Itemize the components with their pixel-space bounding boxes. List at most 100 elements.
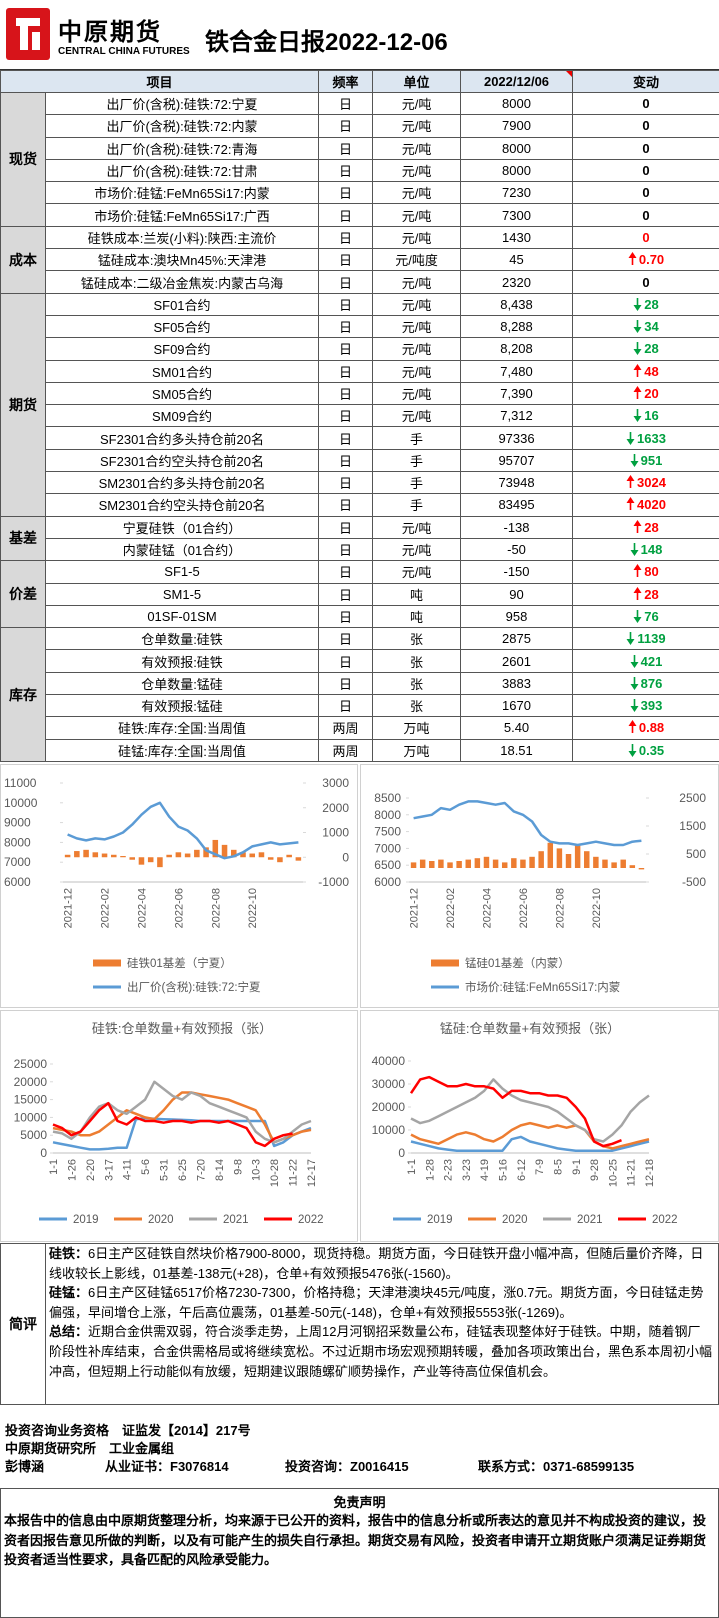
freq-cell: 日 [318,582,374,606]
change-value: 28 [644,341,659,357]
item-cell: 锰硅成本:澳块Mn45%:天津港 [44,248,320,272]
change-value: 0 [642,140,650,156]
item-cell: 出厂价(含税):硅铁:72:宁夏 [44,91,320,116]
item-cell: 市场价:硅锰:FeMn65Si17:内蒙 [44,181,320,205]
table-row: 出厂价(含税):硅铁:72:甘肃日元/吨 8000 0 [1,158,719,183]
freq-cell: 日 [318,91,374,116]
x-tick-label: 2022-06 [518,888,530,928]
analyst: 彭博涵 [5,1459,45,1474]
chart: 6000 7000 8000 9000 10000 11000 -1000 0 1000 2000… [4,776,349,994]
bar [147,857,154,863]
freq-cell: 日 [318,471,374,495]
item-cell: SM09合约 [44,404,320,428]
item-cell: SF05合约 [44,314,320,339]
group-cell: 现货 [0,92,46,227]
y-tick-label: 40000 [372,1054,406,1068]
y2-tick-label: 1500 [679,819,706,833]
table-row: 基差 宁夏硅铁（01合约）日元/吨 -138 28 [0,515,719,562]
x-tick-label: 2022-02 [100,888,112,928]
line [67,801,299,860]
item-cell: SF2301合约多头持仓前20名 [44,426,320,450]
change-cell: 393 [572,694,719,718]
item-cell: SF09合约 [44,337,320,361]
arrow-head [630,683,639,690]
trend-arrow [633,297,642,311]
value-cell: 8000 [460,136,574,160]
y-tick-label: 20000 [372,1100,406,1114]
value-cell: 18.51 [460,738,574,762]
y2-tick-label: 2500 [679,791,706,805]
y2-tick-label: 500 [686,847,706,861]
arrow-head [628,720,637,727]
unit-cell: 张 [372,627,462,651]
y-tick-label: 11000 [4,776,37,790]
table-row: 市场价:硅锰:FeMn65Si17:广西日元/吨 7300 0 [1,203,719,227]
freq-cell: 日 [318,314,374,339]
unit-cell: 元/吨 [372,314,462,339]
item-cell: SM01合约 [44,359,320,383]
item-cell: 硅铁:库存:全国:当周值 [44,716,320,740]
y-tick-label: 6500 [374,858,401,872]
value-cell: -50 [460,537,574,562]
legend-label: 2019 [73,1214,99,1226]
change-value: 0.70 [638,252,665,268]
bar [129,857,135,860]
value-cell: -150 [460,560,574,584]
y-tick-label: 20000 [14,1075,48,1089]
item-cell: 市场价:硅锰:FeMn65Si17:广西 [44,203,320,227]
bar [638,868,645,870]
item-cell: SM1-5 [44,582,320,606]
bar [474,858,481,868]
chart-title: 硅铁:仓单数量+有效预报（张） [92,1021,272,1036]
bar [138,857,145,865]
logo-shape [32,32,40,50]
unit-cell: 元/吨 [372,203,462,227]
value-cell: 8,288 [460,314,574,339]
table-row: SM09合约日元/吨 7,312 16 [1,404,719,428]
value-cell: 97336 [460,426,574,450]
line [413,800,642,847]
y2-tick-label: 3000 [322,776,349,790]
bar [184,853,191,858]
item-cell: 内蒙硅锰（01合约） [44,537,320,562]
arrow-head [626,475,635,482]
change-cell: 0.35 [572,738,719,762]
item-cell: SM2301合约空头持仓前20名 [44,493,320,517]
freq-cell: 日 [318,404,374,428]
trend-arrow [633,342,642,356]
item-cell: 仓单数量:锰硅 [44,671,320,696]
bar [258,852,265,858]
x-tick-label: 4-19 [479,1159,491,1181]
table-row: SF2301合约空头持仓前20名日手 95707 951 [1,448,719,473]
unit-cell: 元/吨 [372,270,462,294]
comment-section: 简评 硅铁：6日主产区硅铁自然块价格7900-8000，现货持稳。期货方面，今日… [0,1243,719,1405]
bar [456,861,462,868]
x-tick-label: 1-1 [406,1159,418,1175]
freq-cell: 日 [318,225,374,250]
line [52,1091,312,1144]
unit-cell: 吨 [372,582,462,606]
change-cell: 0 [572,181,719,205]
line [410,1078,650,1143]
change-cell: 28 [572,337,719,361]
change-value: 1139 [637,631,666,647]
x-tick-label: 12-17 [306,1159,318,1187]
change-cell: 3024 [572,471,719,495]
group-cell: 期货 [0,292,46,517]
value-cell: 3883 [460,671,574,696]
license: 从业证书：F3076814 [105,1459,229,1474]
unit-cell: 元/吨 [372,91,462,116]
item-cell: 锰硅成本:二级冶金焦炭:内蒙古乌海 [44,270,320,294]
x-tick-label: 2021-12 [409,888,421,928]
x-tick-label: 5-6 [140,1159,152,1175]
change-value: 148 [640,542,663,558]
x-tick-label: 10-25 [607,1159,619,1187]
trend-arrow [633,586,642,600]
change-value: 3024 [637,475,666,491]
value-cell: 8000 [460,158,574,183]
y-tick-label: 10000 [14,1110,48,1124]
bar [111,854,117,858]
table-row: 出厂价(含税):硅铁:72:青海日元/吨 8000 0 [1,136,719,160]
change-cell: 0 [572,136,719,160]
freq-cell: 日 [318,493,374,517]
